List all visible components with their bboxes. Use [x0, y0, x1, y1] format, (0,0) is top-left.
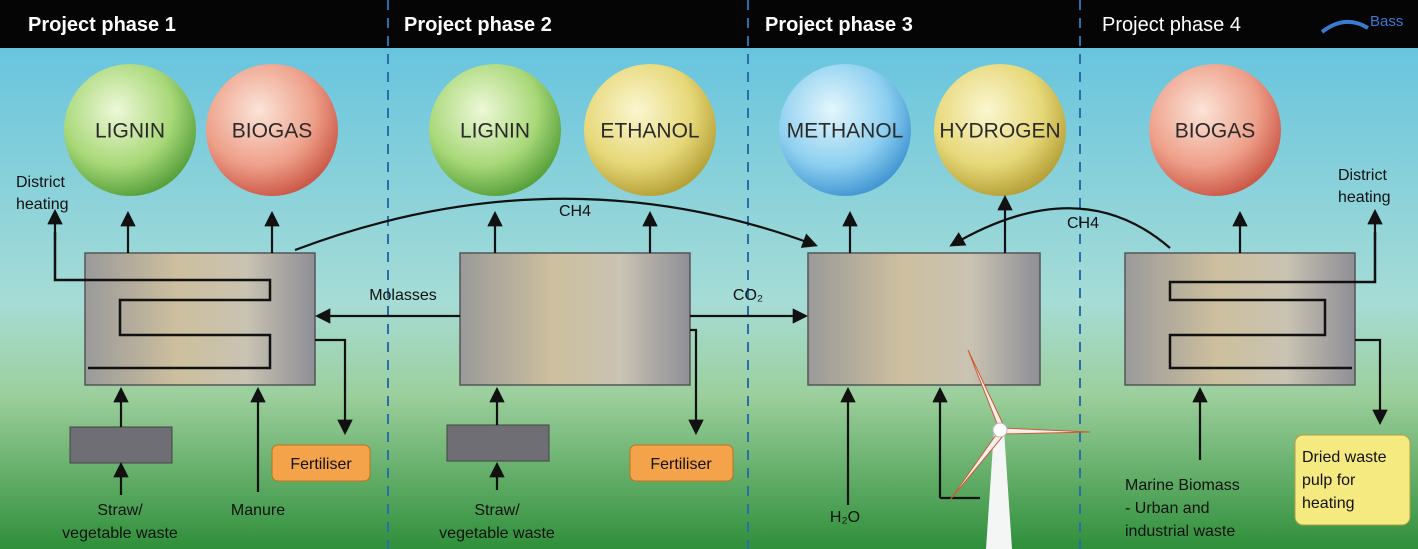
product-label: HYDROGEN — [939, 120, 1060, 143]
product-label: BIOGAS — [232, 120, 313, 143]
product-label: ETHANOL — [600, 120, 699, 143]
input-label: vegetable waste — [439, 525, 555, 542]
phase-title: Project phase 2 — [404, 14, 552, 36]
page: {"header": {"phases": ["Project phase 1"… — [0, 0, 1418, 549]
product-label: BIOGAS — [1175, 120, 1256, 143]
pretreatment — [70, 427, 172, 463]
flow-label: CO₂ — [733, 287, 763, 304]
input-label: vegetable waste — [62, 525, 178, 542]
phase-title: Project phase 3 — [765, 14, 913, 36]
output-label: heating — [1302, 495, 1355, 512]
input-label: Straw/ — [97, 502, 143, 519]
phase-title: Project phase 1 — [28, 14, 176, 36]
product-label: LIGNIN — [95, 120, 165, 143]
flow-label: District — [1338, 167, 1387, 184]
product-label: METHANOL — [787, 120, 904, 143]
reactor — [808, 253, 1040, 385]
product-label: LIGNIN — [460, 120, 530, 143]
flow-label: Molasses — [369, 287, 437, 304]
logo: Bass — [1370, 13, 1403, 30]
output-label: Dried waste — [1302, 449, 1387, 466]
input-label: industrial waste — [1125, 523, 1235, 540]
flow-label: CH4 — [1067, 215, 1099, 232]
flow-label: heating — [1338, 189, 1391, 206]
input-label: Manure — [231, 502, 285, 519]
reactor — [460, 253, 690, 385]
flow-label: heating — [16, 196, 69, 213]
output-label: Fertiliser — [650, 456, 712, 473]
phase-title: Project phase 4 — [1102, 14, 1241, 36]
output-label: Fertiliser — [290, 456, 352, 473]
input-label: H₂O — [830, 509, 860, 526]
reactor — [1125, 253, 1355, 385]
input-label: Straw/ — [474, 502, 520, 519]
input-label: Marine Biomass — [1125, 477, 1240, 494]
pretreatment — [447, 425, 549, 461]
diagram: Project phase 1 Project phase 2 Project … — [0, 0, 1418, 549]
flow-label: CH4 — [559, 203, 591, 220]
flow-label: District — [16, 174, 65, 191]
output-label: pulp for — [1302, 472, 1356, 489]
input-label: - Urban and — [1125, 500, 1210, 517]
wind-turbine-part — [993, 423, 1007, 437]
